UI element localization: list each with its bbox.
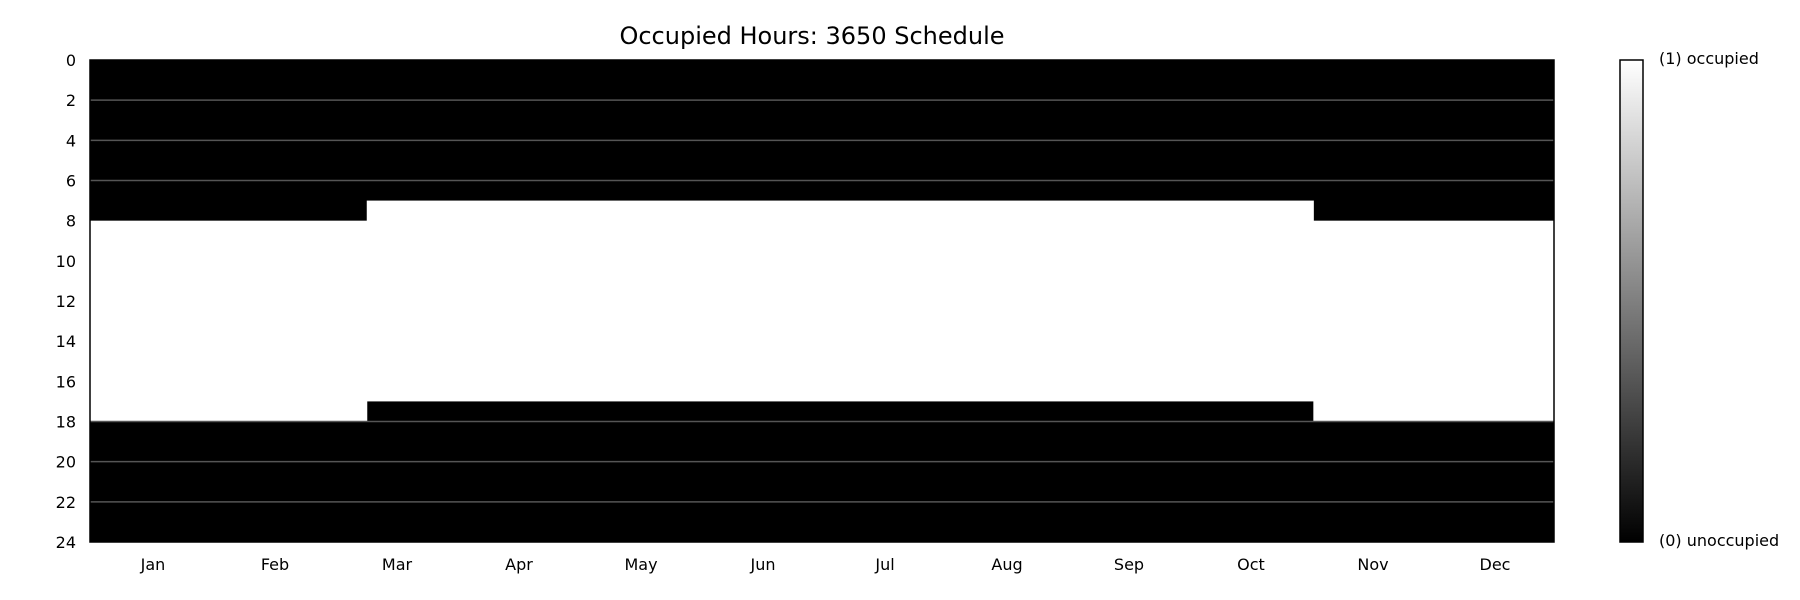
plot-frame [89, 59, 1555, 543]
y-tick-label: 4 [66, 131, 76, 150]
y-tick-label: 22 [56, 493, 76, 512]
y-tick-label: 16 [56, 372, 76, 391]
x-tick-label-apr: Apr [505, 555, 533, 574]
x-tick-label-may: May [624, 555, 657, 574]
colorbar-label-unoccupied: (0) unoccupied [1659, 531, 1779, 550]
y-tick-label: 12 [56, 292, 76, 311]
x-tick-label-sep: Sep [1114, 555, 1144, 574]
y-tick-label: 6 [66, 172, 76, 191]
y-tick-label: 24 [56, 533, 76, 552]
x-tick-label-dec: Dec [1480, 555, 1511, 574]
occupied-segments [90, 200, 1555, 422]
y-tick-label: 8 [66, 212, 76, 231]
gridlines [90, 99, 1554, 503]
x-tick-label-mar: Mar [382, 555, 413, 574]
plot-area [89, 59, 1555, 543]
x-tick-label-jan: Jan [140, 555, 166, 574]
y-tick-label: 18 [56, 413, 76, 432]
chart-title: Occupied Hours: 3650 Schedule [619, 22, 1004, 50]
y-tick-label: 14 [56, 332, 76, 351]
x-tick-label-aug: Aug [991, 555, 1022, 574]
occupied-segment-1 [90, 220, 368, 422]
x-tick-label-nov: Nov [1357, 555, 1388, 574]
x-tick-label-jul: Jul [874, 555, 894, 574]
y-tick-label: 0 [66, 51, 76, 70]
x-axis-ticks: Jan Feb Mar Apr May Jun Jul Aug Sep Oct Nov Dec [140, 555, 1511, 574]
y-tick-label: 2 [66, 91, 76, 110]
y-tick-label: 20 [56, 453, 76, 472]
x-tick-label-jun: Jun [750, 555, 776, 574]
occupied-segment-2 [366, 200, 1314, 402]
occupied-segment-3 [1313, 220, 1555, 422]
x-tick-label-feb: Feb [261, 555, 289, 574]
colorbar: (1) occupied (0) unoccupied [1619, 49, 1779, 550]
x-tick-label-oct: Oct [1237, 555, 1265, 574]
colorbar-bar [1619, 59, 1644, 543]
y-tick-label: 10 [56, 252, 76, 271]
colorbar-label-occupied: (1) occupied [1659, 49, 1759, 68]
